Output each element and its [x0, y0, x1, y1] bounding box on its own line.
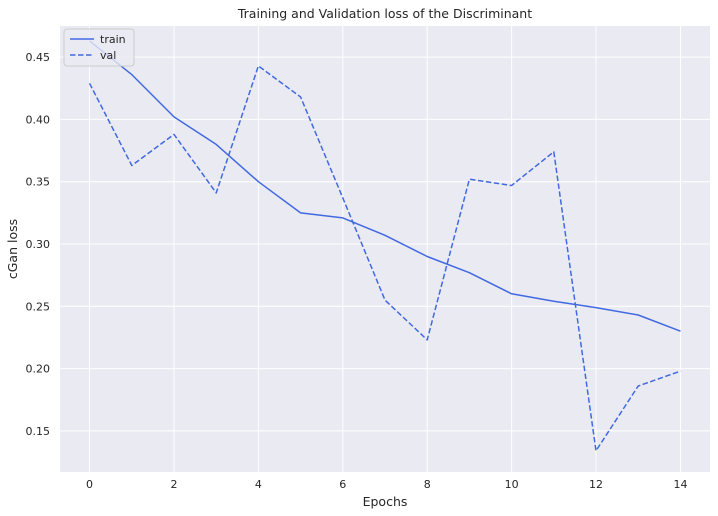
- series-layer: [88, 40, 681, 452]
- y-tick-label: 0.25: [26, 300, 51, 313]
- y-tick-label: 0.15: [26, 425, 51, 438]
- plot-area: [60, 26, 710, 472]
- x-tick-label: 14: [673, 478, 687, 491]
- x-tick-label: 0: [86, 478, 93, 491]
- y-tick-label: 0.30: [26, 238, 51, 251]
- y-tick-labels: 0.15 0.20 0.25 0.30 0.35 0.40 0.45: [26, 51, 51, 438]
- x-tick-label: 2: [170, 478, 177, 491]
- x-tick-label: 10: [505, 478, 519, 491]
- legend-label-val: val: [100, 49, 116, 62]
- x-tick-label: 4: [255, 478, 262, 491]
- x-tick-label: 6: [339, 478, 346, 491]
- legend-label-train: train: [100, 33, 126, 46]
- y-tick-label: 0.45: [26, 51, 51, 64]
- y-tick-label: 0.20: [26, 363, 51, 376]
- chart-title: Training and Validation loss of the Disc…: [237, 6, 532, 21]
- x-tick-label: 8: [424, 478, 431, 491]
- y-tick-label: 0.35: [26, 176, 51, 189]
- x-tick-labels: 0 2 4 6 8 10 12 14: [86, 478, 687, 491]
- x-axis-label: Epochs: [363, 494, 408, 509]
- y-tick-label: 0.40: [26, 113, 51, 126]
- x-tick-label: 12: [589, 478, 603, 491]
- series-line-val: [88, 65, 681, 452]
- grid-lines: [60, 26, 710, 472]
- y-axis-label: cGan loss: [5, 219, 20, 279]
- series-line-train: [89, 40, 681, 332]
- legend: train val: [63, 28, 135, 67]
